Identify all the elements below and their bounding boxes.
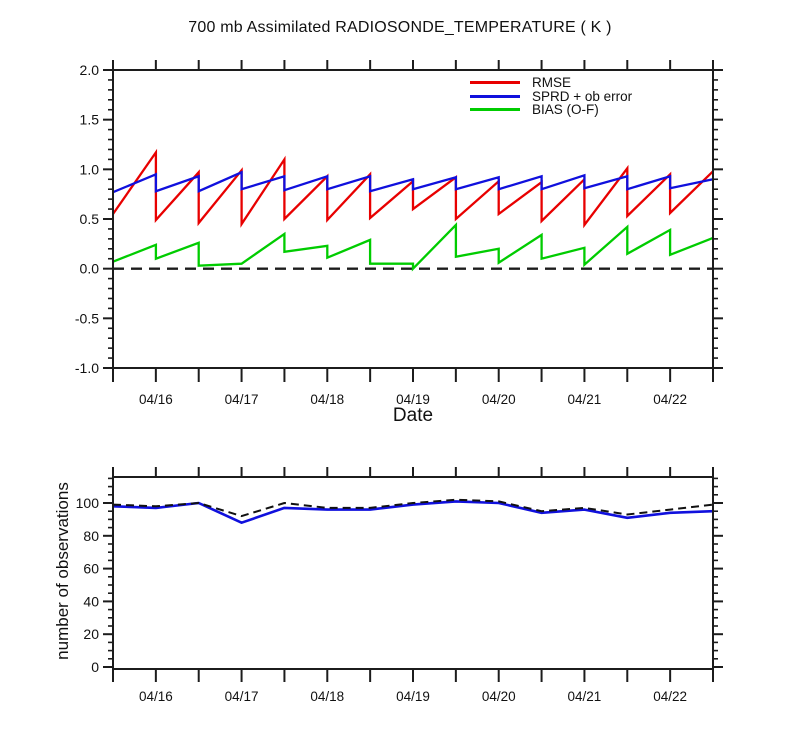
top-panel-x-tick-label: 04/21 (568, 392, 602, 407)
bottom-panel-y-tick-label: 0 (91, 659, 99, 675)
bottom-panel-y-tick-label: 80 (83, 528, 99, 544)
legend-label-sprd: SPRD + ob error (532, 88, 633, 104)
top-panel-y-tick-label: 1.5 (80, 112, 100, 128)
top-panel-x-tick-label: 04/16 (139, 392, 173, 407)
legend-row-rmse: RMSE (470, 76, 632, 90)
bottom-panel-y-tick-label: 60 (83, 561, 99, 577)
series-line-0 (112, 148, 714, 229)
bottom-panel-y-tick-label: 40 (83, 593, 99, 609)
x-axis-title-date: Date (392, 405, 434, 426)
top-panel-y-tick-label: 1.0 (80, 161, 100, 177)
top-panel-y-tick-label: 0.0 (80, 261, 100, 277)
legend-label-rmse: RMSE (532, 75, 572, 91)
top-panel-x-tick-label: 04/22 (653, 392, 687, 407)
bottom-panel-x-tick-label: 04/16 (139, 689, 173, 704)
chart-title: 700 mb Assimilated RADIOSONDE_TEMPERATUR… (188, 19, 612, 36)
legend-line-rmse (470, 81, 520, 85)
bottom-panel-y-tick-label: 20 (83, 626, 99, 642)
legend-line-sprd (470, 94, 520, 98)
bottom-panel-x-tick-label: 04/22 (653, 689, 687, 704)
y-axis-title-observations: number of observations (53, 482, 72, 660)
obs-series-solid_series (112, 500, 714, 525)
legend: RMSE SPRD + ob error BIAS (O-F) (470, 76, 632, 117)
legend-row-bias: BIAS (O-F) (470, 103, 632, 117)
top-panel-y-tick-label: -1.0 (75, 360, 99, 376)
legend-line-bias (470, 108, 520, 112)
series-line-2 (112, 222, 714, 272)
bottom-panel-x-tick-label: 04/18 (310, 689, 344, 704)
top-panel-x-tick-label: 04/20 (482, 392, 516, 407)
obs-series-dashed_series (112, 498, 714, 518)
top-panel-y-tick-label: -0.5 (75, 310, 99, 326)
top-panel-y-tick-label: 2.0 (80, 62, 100, 78)
bottom-panel-x-tick-label: 04/21 (568, 689, 602, 704)
bottom-panel-x-tick-label: 04/20 (482, 689, 516, 704)
top-panel-y-tick-label: 0.5 (80, 211, 100, 227)
legend-label-bias: BIAS (O-F) (532, 102, 599, 118)
top-panel-x-tick-label: 04/19 (396, 392, 430, 407)
top-panel-x-tick-label: 04/17 (225, 392, 259, 407)
bottom-panel-y-tick-label: 100 (76, 495, 100, 511)
legend-row-sprd: SPRD + ob error (470, 90, 632, 104)
bottom-panel-x-tick-label: 04/19 (396, 689, 430, 704)
bottom-panel-x-tick-label: 04/17 (225, 689, 259, 704)
series-line-1 (112, 170, 714, 194)
top-panel-x-tick-label: 04/18 (310, 392, 344, 407)
